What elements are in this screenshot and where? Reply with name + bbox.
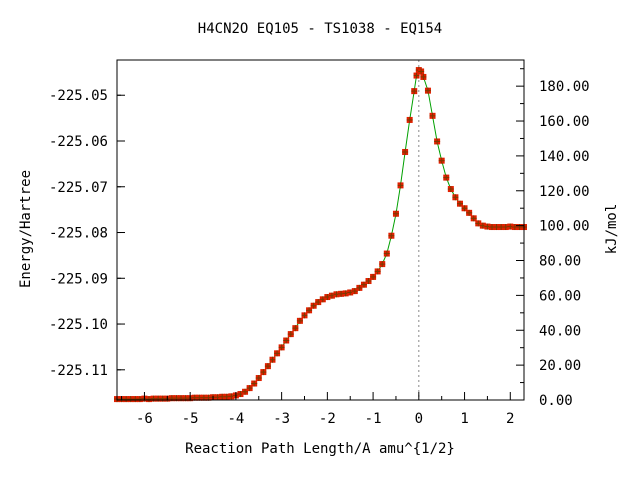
x-tick-label: 0 [415, 411, 423, 427]
y2-tick-label: 60.00 [539, 288, 581, 304]
data-point [306, 307, 313, 314]
y2-tick-label: 180.00 [539, 79, 590, 95]
data-point [365, 278, 372, 285]
y-tick-label: -225.11 [49, 363, 108, 379]
data-point [447, 186, 454, 193]
data-point [301, 312, 308, 319]
data-point [260, 369, 267, 376]
data-point [402, 148, 409, 155]
data-point [264, 363, 271, 370]
x-tick-label: -1 [365, 411, 382, 427]
data-point [466, 209, 473, 216]
y-tick-label: -225.09 [49, 271, 108, 287]
data-point [420, 73, 427, 80]
data-point [246, 385, 253, 392]
y-tick-label: -225.07 [49, 180, 108, 196]
x-tick-label: -5 [182, 411, 199, 427]
data-point [456, 200, 463, 207]
x-tick-label: -4 [227, 411, 244, 427]
data-point [438, 157, 445, 164]
data-point [242, 388, 249, 395]
y-axis-label: Energy/Hartree [18, 170, 34, 288]
y2-tick-label: 140.00 [539, 149, 590, 165]
plot-frame [116, 59, 525, 401]
data-point [251, 380, 258, 387]
x-tick-label: -3 [273, 411, 290, 427]
data-point [287, 331, 294, 338]
data-point [374, 268, 381, 275]
y2-tick-label: 40.00 [539, 323, 581, 339]
data-point [269, 356, 276, 363]
y2-tick-label: 120.00 [539, 184, 590, 200]
data-point [283, 337, 290, 344]
y2-tick-label: 100.00 [539, 219, 590, 235]
y-tick-label: -225.06 [49, 134, 108, 150]
y-tick-label: -225.10 [49, 317, 108, 333]
data-point [413, 72, 420, 79]
data-point [452, 194, 459, 201]
y2-tick-label: 20.00 [539, 358, 581, 374]
data-point [356, 284, 363, 291]
x-axis-label: Reaction Path Length/A amu^{1/2} [185, 441, 455, 457]
y-tick-label: -225.08 [49, 226, 108, 242]
data-point [429, 112, 436, 119]
data-point [392, 210, 399, 217]
y2-tick-label: 0.00 [539, 393, 573, 409]
data-point [292, 325, 299, 332]
data-point [383, 250, 390, 257]
energy-curve [117, 69, 524, 400]
y2-axis-label: kJ/mol [604, 204, 620, 255]
data-point [255, 375, 262, 382]
data-point [434, 138, 441, 145]
data-point [461, 205, 468, 212]
x-tick-label: -6 [136, 411, 153, 427]
y-tick-label: -225.05 [49, 88, 108, 104]
data-point [424, 87, 431, 94]
data-point [310, 302, 317, 309]
x-tick-label: -2 [319, 411, 336, 427]
data-point [411, 88, 418, 95]
data-point [406, 116, 413, 123]
data-point [360, 281, 367, 288]
data-point [278, 344, 285, 351]
data-point [388, 232, 395, 239]
data-point [443, 174, 450, 181]
data-point [296, 317, 303, 324]
y2-tick-label: 80.00 [539, 254, 581, 270]
y2-tick-label: 160.00 [539, 114, 590, 130]
data-point [397, 182, 404, 189]
data-point [418, 68, 425, 75]
x-tick-label: 1 [460, 411, 468, 427]
data-point [351, 288, 358, 295]
data-point [274, 350, 281, 357]
data-point [379, 261, 386, 268]
data-point [470, 215, 477, 222]
chart-title: H4CN2O EQ105 - TS1038 - EQ154 [198, 21, 442, 37]
x-tick-label: 2 [506, 411, 514, 427]
data-point [370, 273, 377, 280]
